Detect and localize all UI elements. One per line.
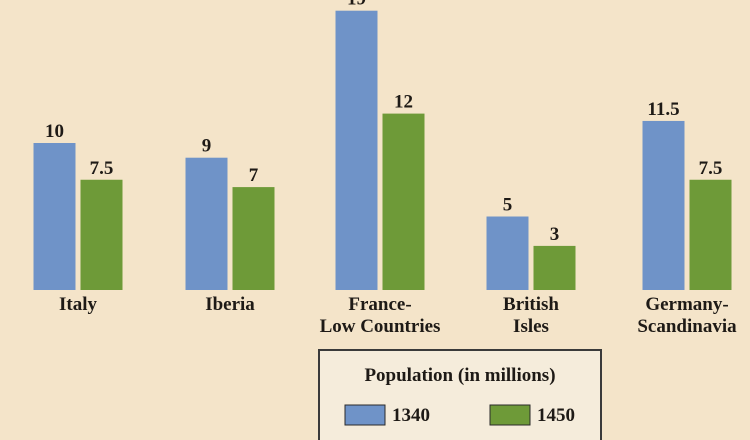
data-label: 7.5	[90, 158, 114, 179]
bar	[486, 216, 529, 290]
legend-label: 1340	[392, 405, 430, 426]
bar	[80, 179, 123, 290]
bar	[232, 187, 275, 290]
data-label: 19	[347, 0, 366, 10]
legend-title: Population (in millions)	[364, 365, 555, 386]
bar	[382, 113, 425, 290]
bar	[689, 179, 732, 290]
bar	[33, 143, 76, 290]
x-tick-label: Germany-Scandinavia	[637, 294, 737, 337]
legend-swatch	[489, 404, 531, 426]
bar	[185, 157, 228, 290]
data-label: 11.5	[647, 99, 679, 120]
x-tick-label: British Isles	[503, 294, 559, 337]
bar	[335, 10, 378, 290]
data-label: 7	[249, 165, 259, 186]
data-label: 3	[550, 224, 560, 245]
legend-swatch	[344, 404, 386, 426]
data-label: 9	[202, 136, 212, 157]
data-label: 7.5	[699, 158, 723, 179]
legend-label: 1450	[537, 405, 575, 426]
data-label: 10	[45, 121, 64, 142]
data-label: 5	[503, 195, 513, 216]
x-tick-label: Iberia	[205, 294, 255, 315]
legend-box	[318, 349, 602, 440]
x-tick-label: France-Low Countries	[320, 294, 441, 337]
bar	[642, 120, 685, 290]
bar	[533, 245, 576, 290]
x-tick-label: Italy	[59, 294, 98, 315]
data-label: 12	[394, 92, 413, 113]
